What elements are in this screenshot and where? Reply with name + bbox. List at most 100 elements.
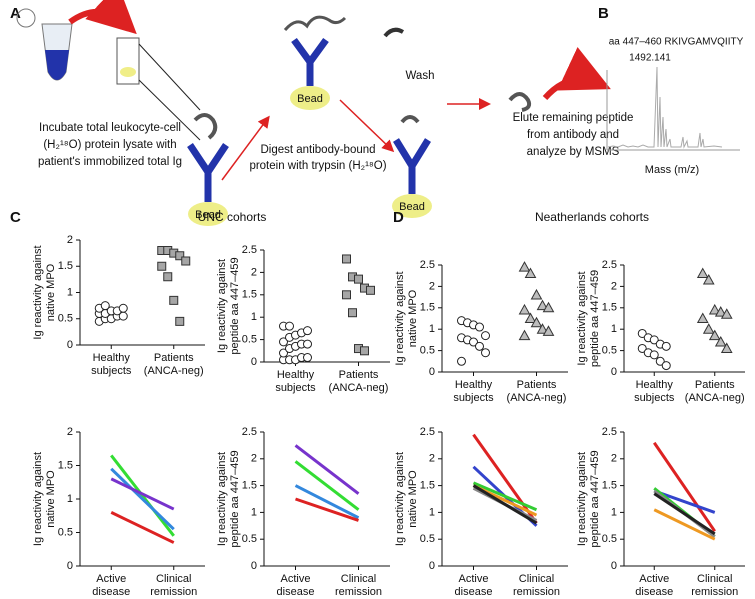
axis [623,432,745,567]
y-tick-label: 2 [611,280,617,292]
y-tick-label: 0 [611,560,617,572]
antibody [291,37,329,86]
bead [290,86,330,110]
line [472,481,538,512]
point [457,356,466,366]
tube [16,8,73,81]
chart: 0 0.5 1 1.5 2 2.5 Ig reactivity against peptide… [576,426,745,598]
bead [188,202,228,226]
point [354,274,363,284]
y-tick-label: 0.5 [58,313,73,325]
arrow [68,0,137,35]
step-text: Digest antibody-bound [260,144,375,156]
point [175,251,185,261]
wash-label: Wash [406,70,435,82]
x-tick-label: Clinical [156,573,191,585]
y-tick-label: 1.5 [420,302,435,314]
point [157,261,167,271]
point [518,329,531,341]
tube-liquid [45,50,69,80]
peptide-fragment [383,27,405,38]
y-tick-label: 1.5 [58,260,73,272]
point [118,303,128,313]
chart: 0 0.5 1 1.5 2 2.5 Ig reactivity against peptide… [576,259,745,404]
y-axis-label: Ig reactivity against [576,452,588,546]
x-tick-label: disease [635,586,673,598]
point [279,348,288,358]
point [303,353,312,363]
y-axis-label: native MPO [45,263,57,321]
line [472,433,538,524]
point [518,303,531,315]
step-text: protein with trypsin (H₂¹⁸O) [249,160,386,172]
y-tick-label: 1.5 [602,302,617,314]
x-tick-label: Active [281,573,311,585]
x-tick-label: disease [455,586,493,598]
y-tick-label: 0 [429,366,435,378]
line [110,467,175,531]
x-tick-label: disease [277,586,315,598]
point [536,299,549,311]
antibody-3 [392,115,432,218]
y-axis-label: Ig reactivity against [216,452,228,546]
chart: 0 0.5 1 1.5 2 2.5 Ig reactivity against peptide… [216,244,390,394]
line [110,511,175,544]
chart: 0 0.5 1 1.5 2 2.5 Ig reactivity against native … [394,426,568,598]
point [100,301,110,311]
x-tick-label: (ANCA-neg) [144,365,204,377]
step-text: patient's immobilized total Ig [38,156,182,168]
x-tick-label: remission [150,586,197,598]
y-axis-label: Ig reactivity against [32,452,44,546]
y-tick-label: 1.5 [420,480,435,492]
point [661,361,671,371]
inset-box [116,37,140,85]
point [169,295,179,305]
panel-title: UNC cohorts [198,210,267,224]
y-tick-label: 2.5 [242,244,257,256]
point [530,288,543,300]
peptide [508,92,532,112]
x-tick-label: subjects [275,382,316,394]
y-tick-label: 1 [429,323,435,335]
point [720,342,733,353]
y-axis-label: native MPO [407,470,419,528]
x-tick-label: remission [335,586,382,598]
x-axis-label: Mass (m/z) [645,164,699,176]
point [342,254,351,264]
y-tick-label: 2 [429,453,435,465]
x-tick-label: Healthy [455,379,493,391]
spectrum-axes [606,70,740,151]
point [661,341,671,351]
line [110,477,175,511]
x-tick-label: Healthy [277,369,315,381]
panel-title: Neatherlands cohorts [535,210,649,224]
y-tick-label: 2.5 [242,426,257,438]
y-axis-label: Ig reactivity against [394,452,406,546]
y-axis-label: Ig reactivity against [394,271,406,365]
point [696,312,709,323]
x-tick-label: Patients [154,352,194,364]
panel-label: A [10,5,21,22]
x-tick-label: Patients [517,379,557,391]
protein [283,15,347,32]
y-tick-label: 1.5 [242,289,257,301]
point [303,339,312,349]
y-axis-label: native MPO [45,470,57,528]
line [472,484,538,525]
chart: 0 0.5 1 1.5 2 Ig reactivity against native MPO… [32,234,205,377]
y-axis-label: native MPO [407,289,419,347]
point [637,343,647,353]
y-axis-label: Ig reactivity against [576,271,588,365]
y-tick-label: 0 [429,560,435,572]
step-text: analyze by MSMS [527,146,620,158]
y-tick-label: 2 [251,266,257,278]
line [294,484,360,520]
connector [138,43,201,111]
panel-label: B [598,5,609,22]
axis [79,240,205,346]
y-tick-label: 2 [429,280,435,292]
point [360,346,369,356]
x-tick-label: (ANCA-neg) [507,392,567,404]
chart: 0 0.5 1 1.5 2 2.5 Ig reactivity against peptide… [216,426,390,598]
peptide-label: aa 447–460 RKIVGAMVQIITY [609,37,744,48]
